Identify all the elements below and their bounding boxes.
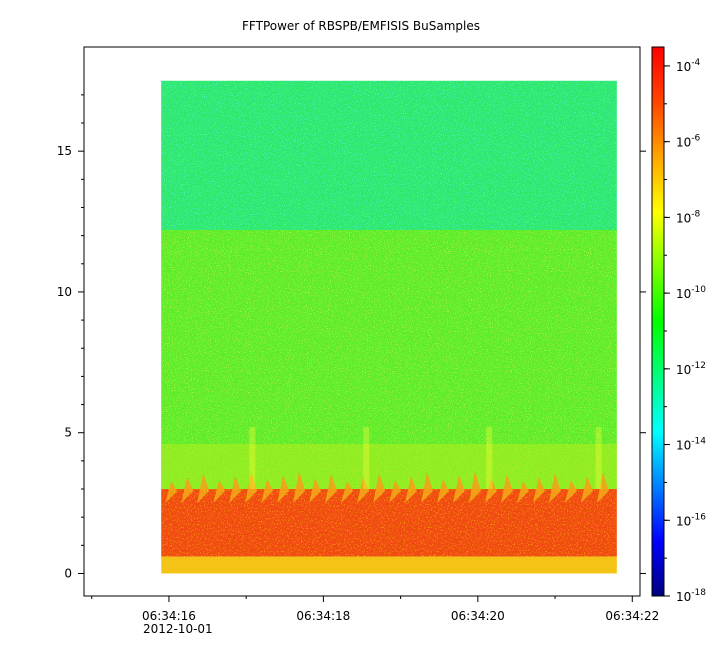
colorbar	[651, 46, 665, 597]
x-axis: 06:34:16 06:34:18 06:34:20 06:34:22 2012-10-…	[91, 596, 659, 636]
x-tick-label: 06:34:20	[451, 609, 505, 623]
spectrogram-texture-chorus	[161, 489, 617, 557]
wave-wisp	[595, 427, 602, 490]
x-tick-label: 06:34:18	[296, 609, 350, 623]
colorbar-tick-label: 10-16	[676, 512, 706, 528]
wave-wisp	[249, 427, 256, 490]
wave-wisp	[363, 427, 370, 490]
chart-title: FFTPower of RBSPB/EMFISIS BuSamples	[242, 19, 480, 33]
spectrogram-transition	[161, 443, 617, 490]
colorbar-tick-label: 10-10	[676, 285, 706, 301]
x-tick-label: 06:34:16	[142, 609, 196, 623]
y-axis: 0 5 10 15	[57, 94, 646, 580]
y-tick-label: 0	[64, 566, 72, 580]
spectrogram	[161, 80, 617, 574]
y-tick-label: 10	[57, 285, 72, 299]
colorbar-tick-label: 10-4	[676, 58, 701, 74]
wave-wisp	[486, 427, 493, 490]
x-date-label: 2012-10-01	[143, 622, 213, 636]
colorbar-tick-label: 10-12	[676, 361, 706, 377]
colorbar-tick-label: 10-18	[676, 588, 706, 604]
colorbar-tick-label: 10-14	[676, 437, 706, 453]
colorbar-axis: 10-4 10-6 10-8 10-10 10-12 10-14 10-16 10-18	[664, 58, 706, 604]
x-tick-label: 06:34:22	[605, 609, 659, 623]
y-tick-label: 15	[57, 144, 72, 158]
colorbar-tick-label: 10-8	[676, 209, 701, 225]
y-tick-label: 5	[64, 426, 72, 440]
colorbar-tick-label: 10-6	[676, 134, 701, 150]
spectrogram-band-low-frequency	[161, 556, 617, 574]
spectrogram-texture-upper	[161, 80, 617, 231]
